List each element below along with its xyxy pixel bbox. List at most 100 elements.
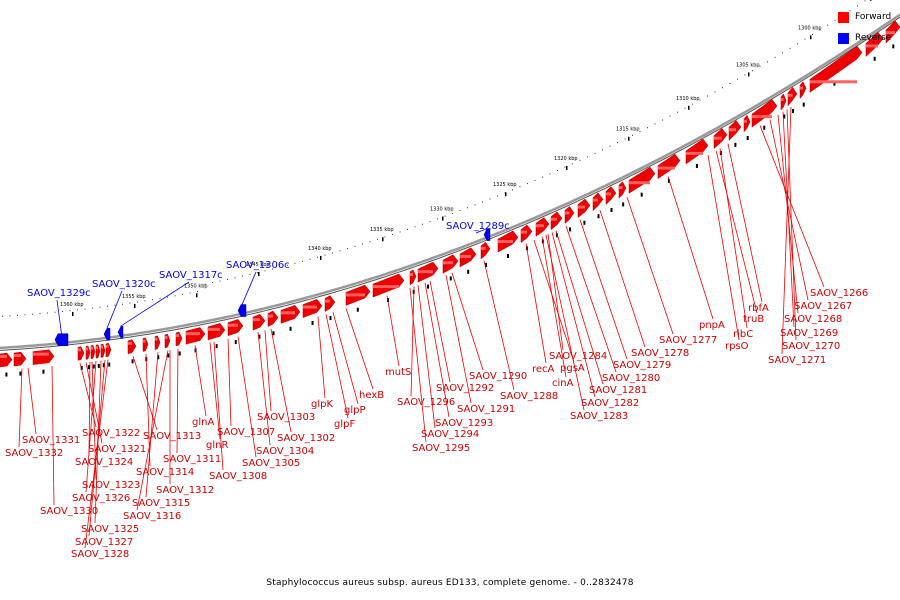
axis-dot	[669, 115, 671, 117]
axis-dot	[564, 166, 566, 168]
axis-dot	[257, 272, 258, 274]
reverse-leader-line	[120, 281, 190, 327]
gene-marker	[356, 307, 359, 312]
axis-dot	[572, 163, 573, 165]
axis-dot	[129, 302, 131, 304]
forward-gene-label: SAOV_1294	[421, 429, 479, 440]
forward-gene-label: SAOV_1330	[40, 506, 98, 517]
axis-dot	[467, 207, 468, 209]
axis-dot	[714, 91, 716, 93]
forward-gene-highlight	[629, 181, 650, 185]
forward-gene-label: SAOV_1315	[132, 498, 190, 509]
forward-gene-highlight	[686, 151, 703, 155]
forward-gene-label: SAOV_1292	[436, 383, 494, 394]
axis-dot	[287, 264, 288, 266]
forward-gene-arrow	[743, 114, 751, 133]
axis-dot	[617, 142, 618, 144]
forward-gene-highlight	[866, 44, 878, 48]
axis-dot	[827, 24, 828, 26]
forward-leader-line	[782, 111, 795, 328]
forward-leader-line	[547, 233, 564, 351]
axis-dot	[182, 293, 183, 295]
gene-marker	[763, 125, 766, 130]
forward-gene-label: SAOV_1279	[613, 360, 671, 371]
axis-tick-label: 1325 kbp	[493, 182, 517, 188]
forward-gene-highlight	[410, 272, 413, 276]
forward-gene-label: SAOV_1314	[136, 467, 194, 478]
forward-gene-label: SAOV_1332	[5, 448, 63, 459]
forward-leader-line	[424, 282, 450, 418]
forward-leader-line	[483, 260, 515, 391]
gene-marker	[622, 202, 625, 207]
forward-gene-label: SAOV_1282	[581, 398, 639, 409]
forward-gene-arrow	[127, 339, 137, 355]
gene-marker	[485, 263, 488, 268]
gene-marker	[234, 340, 237, 345]
axis-dot	[324, 254, 326, 256]
forward-leader-line	[88, 361, 91, 457]
forward-gene-label: SAOV_1268	[784, 314, 842, 325]
axis-dot	[864, 0, 866, 2]
forward-gene-highlight	[536, 224, 544, 228]
forward-gene-label: pnpA	[699, 320, 725, 331]
forward-gene-highlight	[208, 327, 220, 331]
axis-dot	[774, 56, 776, 58]
reverse-gene-label: SAOV_1289c	[446, 221, 510, 232]
axis-dot	[47, 312, 48, 314]
forward-gene-highlight	[781, 97, 784, 101]
axis-dot	[639, 130, 641, 132]
axis-dot	[819, 29, 821, 31]
forward-gene-arrow	[207, 323, 226, 341]
axis-dot	[677, 111, 678, 113]
position-axis-dots	[2, 0, 866, 317]
forward-gene-highlight	[606, 192, 611, 196]
gene-marker	[667, 178, 670, 183]
forward-gene-label: SAOV_1326	[72, 493, 130, 504]
axis-dot	[399, 231, 401, 233]
axis-tick	[442, 216, 444, 221]
forward-gene-arrow	[618, 181, 627, 199]
axis-dot	[309, 258, 311, 260]
forward-leader-line	[132, 355, 158, 431]
forward-gene-highlight	[165, 335, 168, 339]
gene-marker	[640, 192, 643, 197]
reverse-leader-line	[106, 290, 123, 329]
forward-gene-arrow	[592, 192, 604, 212]
axis-tick-label: 1345 kbp	[246, 262, 270, 268]
forward-gene-arrow	[520, 224, 533, 244]
axis-dot	[302, 260, 303, 262]
forward-gene-label: SAOV_1305	[242, 458, 300, 469]
forward-leader-line	[429, 280, 451, 383]
forward-gene-label: glpK	[311, 399, 333, 410]
axis-dot	[737, 78, 738, 80]
axis-tick	[870, 0, 872, 1]
forward-gene-label: SAOV_1296	[397, 397, 455, 408]
forward-leader-line	[237, 336, 257, 458]
forward-gene-highlight	[0, 354, 7, 358]
forward-gene-highlight	[228, 323, 238, 327]
forward-leader-line	[525, 243, 547, 364]
forward-gene-arrow	[657, 153, 681, 180]
axis-dot	[752, 70, 753, 72]
forward-gene-highlight	[78, 348, 81, 352]
axis-dot	[429, 221, 431, 223]
forward-leader-line	[451, 272, 484, 371]
reverse-gene-label: SAOV_1320c	[92, 279, 156, 290]
gene-marker	[610, 208, 613, 213]
forward-leader-line	[317, 316, 326, 399]
axis-dot	[534, 179, 536, 181]
forward-gene-label: truB	[743, 314, 764, 325]
axis-dot	[767, 61, 768, 63]
forward-gene-label: SAOV_1312	[156, 485, 214, 496]
forward-gene-label: SAOV_1323	[82, 480, 140, 491]
forward-gene-arrow	[751, 99, 778, 128]
axis-dot	[834, 19, 836, 21]
axis-dot	[339, 250, 341, 252]
forward-leader-line	[91, 361, 97, 480]
gene-marker	[178, 351, 181, 356]
genome-caption: Staphylococcus aureus subsp. aureus ED13…	[266, 578, 634, 588]
axis-dot	[107, 305, 108, 307]
forward-gene-label: SAOV_1322	[82, 428, 140, 439]
